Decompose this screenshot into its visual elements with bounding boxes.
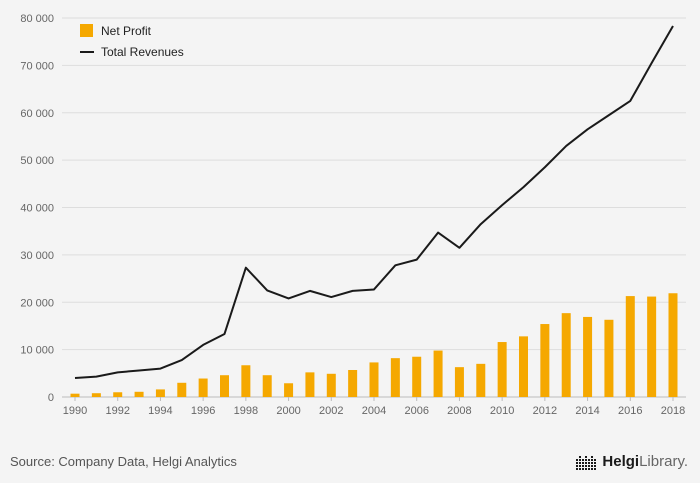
y-axis-labels: 0 10 000 20 000 30 000 40 000 50 000 60 000 70 … — [20, 13, 54, 404]
chart-area: 0 10 000 20 000 30 000 40 000 50 000 60 000 70 … — [20, 13, 686, 417]
svg-text:2000: 2000 — [276, 405, 300, 417]
svg-text:2012: 2012 — [533, 405, 557, 417]
bar-2003 — [348, 369, 358, 397]
svg-text:10 000: 10 000 — [20, 345, 54, 357]
bar-2017 — [647, 296, 657, 397]
bar-1996 — [198, 378, 208, 397]
svg-text:70 000: 70 000 — [20, 60, 54, 72]
bar-2006 — [412, 356, 422, 397]
svg-text:30 000: 30 000 — [20, 250, 54, 262]
net-profit-swatch — [80, 24, 93, 37]
svg-text:1990: 1990 — [63, 405, 87, 417]
svg-text:2016: 2016 — [618, 405, 642, 417]
bar-1994 — [155, 389, 165, 397]
bar-2013 — [561, 313, 571, 397]
source-text: Source: Company Data, Helgi Analytics — [10, 454, 237, 469]
svg-text:2018: 2018 — [661, 405, 685, 417]
bar-1999 — [262, 375, 272, 397]
svg-text:40 000: 40 000 — [20, 203, 54, 215]
svg-text:60 000: 60 000 — [20, 108, 54, 120]
logo-text-helgi: Helgi — [602, 453, 640, 470]
logo-text-library: Library. — [639, 453, 688, 470]
bar-1995 — [177, 382, 187, 397]
bar-1993 — [134, 391, 144, 397]
bar-2012 — [540, 324, 550, 397]
net-profit-bars — [70, 293, 678, 397]
bar-1998 — [241, 365, 251, 397]
castle-icon — [576, 455, 597, 470]
bar-2018 — [668, 293, 678, 397]
footer: Source: Company Data, Helgi Analytics He… — [0, 440, 700, 483]
combo-chart: 0 10 000 20 000 30 000 40 000 50 000 60 000 70 … — [20, 13, 686, 417]
svg-text:2014: 2014 — [575, 405, 599, 417]
bar-2007 — [433, 350, 443, 397]
bar-1997 — [220, 375, 229, 397]
bar-2009 — [476, 363, 486, 397]
total-revenues-swatch — [80, 50, 94, 53]
bar-2015 — [604, 319, 614, 397]
bar-2010 — [497, 342, 507, 397]
bar-1992 — [113, 392, 123, 397]
legend-label-net-profit: Net Profit — [101, 23, 152, 38]
legend-item-net-profit: Net Profit — [80, 20, 184, 41]
chart-legend: Net Profit Total Revenues — [80, 20, 184, 62]
bar-2008 — [454, 367, 464, 397]
bar-2016 — [625, 296, 635, 397]
bar-2011 — [519, 336, 528, 397]
svg-text:0: 0 — [48, 392, 54, 404]
bar-2002 — [326, 373, 336, 397]
svg-text:2010: 2010 — [490, 405, 514, 417]
legend-label-total-revenues: Total Revenues — [101, 44, 184, 59]
svg-text:20 000: 20 000 — [20, 297, 54, 309]
svg-text:2006: 2006 — [404, 405, 428, 417]
svg-text:2002: 2002 — [319, 405, 343, 417]
svg-text:80 000: 80 000 — [20, 13, 54, 25]
svg-text:2004: 2004 — [362, 405, 386, 417]
svg-text:1994: 1994 — [148, 405, 172, 417]
bar-1990 — [70, 393, 80, 397]
gridlines — [62, 17, 686, 351]
svg-text:1996: 1996 — [191, 405, 215, 417]
legend-item-total-revenues: Total Revenues — [80, 41, 184, 62]
bar-2014 — [583, 316, 593, 397]
logo-text: HelgiLibrary. — [602, 453, 688, 470]
svg-text:1998: 1998 — [234, 405, 258, 417]
bar-2004 — [369, 362, 379, 397]
bar-1991 — [91, 393, 101, 397]
x-axis-labels: 1990 1992 1994 1996 1998 2000 2002 2004 2006 2008… — [63, 397, 685, 417]
helgi-library-logo: HelgiLibrary. — [575, 453, 688, 471]
total-revenues-line — [74, 25, 674, 380]
bar-2005 — [390, 358, 400, 397]
svg-text:2008: 2008 — [447, 405, 471, 417]
svg-text:50 000: 50 000 — [20, 155, 54, 167]
bar-2001 — [305, 372, 315, 397]
bar-2000 — [284, 383, 294, 397]
svg-text:1992: 1992 — [105, 405, 129, 417]
